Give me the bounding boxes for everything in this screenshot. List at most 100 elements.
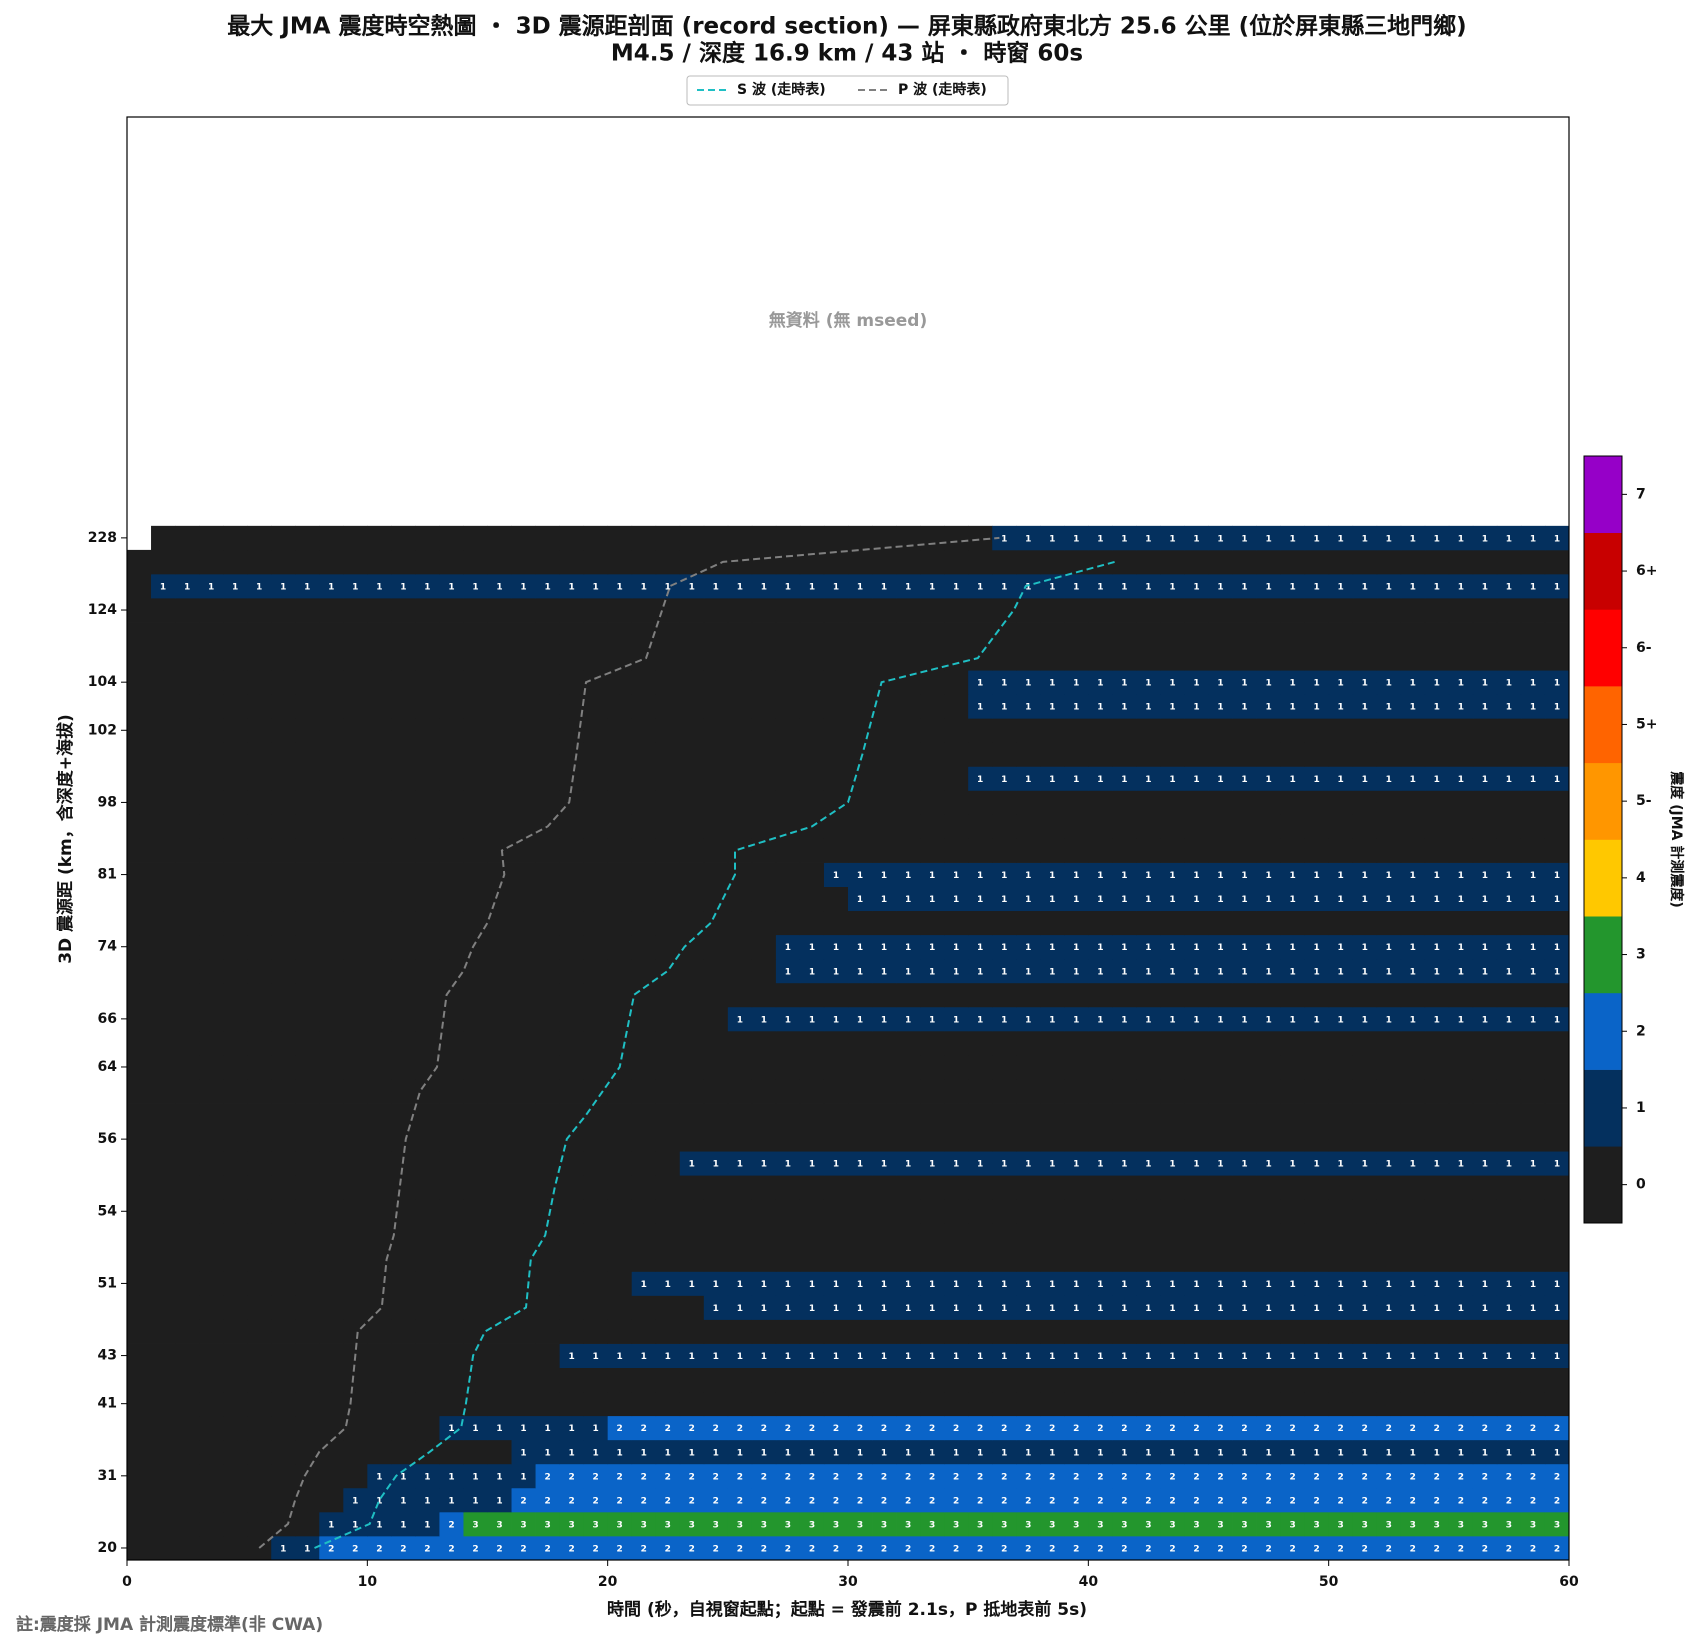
heatmap-cell	[271, 1343, 296, 1368]
heatmap-cell	[367, 1006, 392, 1032]
heatmap-cell	[319, 934, 344, 960]
cell-label: 1	[1121, 1352, 1127, 1362]
cell-label: 1	[1217, 895, 1223, 905]
cell-label: 1	[1386, 943, 1392, 953]
heatmap-cell	[1496, 790, 1522, 815]
footnote: 註:震度採 JMA 計測震度標準(非 CWA)	[16, 1614, 323, 1635]
heatmap-cell	[199, 766, 224, 791]
heatmap-cell	[968, 1030, 993, 1056]
heatmap-cell	[1472, 1295, 1498, 1320]
heatmap-cell	[944, 1006, 969, 1032]
heatmap-cell	[775, 1415, 801, 1441]
heatmap-cell	[1040, 1175, 1065, 1200]
cell-label: 1	[1410, 1280, 1416, 1290]
heatmap-cell	[1448, 1439, 1474, 1465]
heatmap-cell	[1256, 1367, 1281, 1393]
cell-label: 1	[1482, 1280, 1488, 1290]
cell-label: 2	[641, 1496, 647, 1506]
heatmap-cell	[944, 982, 969, 1008]
heatmap-cell	[944, 1175, 969, 1200]
heatmap-cell	[1088, 766, 1113, 791]
cell-label: 1	[1049, 1304, 1055, 1314]
heatmap-cell	[896, 1247, 921, 1272]
heatmap-cell	[1088, 1415, 1113, 1441]
heatmap-cell	[199, 982, 224, 1008]
heatmap-cell	[223, 1151, 248, 1176]
heatmap-cell	[1160, 1343, 1185, 1368]
heatmap-cell	[703, 598, 729, 623]
heatmap-cell	[727, 622, 753, 647]
heatmap-cell	[655, 958, 681, 984]
heatmap-cell	[343, 1319, 368, 1344]
heatmap-cell	[1352, 1487, 1378, 1513]
cell-label: 2	[1169, 1424, 1175, 1434]
heatmap-cell	[1256, 1415, 1281, 1441]
heatmap-cell	[271, 1415, 296, 1441]
cell-label: 3	[1506, 1520, 1512, 1530]
heatmap-cell	[295, 1054, 320, 1080]
cell-label: 1	[376, 1520, 382, 1530]
cell-label: 1	[785, 1448, 791, 1458]
heatmap-cell	[944, 1415, 969, 1441]
heatmap-cell	[1376, 694, 1402, 719]
cell-label: 1	[1338, 943, 1344, 953]
heatmap-cell	[799, 982, 825, 1008]
heatmap-cell	[559, 1343, 585, 1368]
heatmap-cell	[1184, 1054, 1209, 1080]
heatmap-cell	[247, 1319, 272, 1344]
cell-label: 1	[1001, 1160, 1007, 1170]
cell-label: 3	[1338, 1520, 1344, 1530]
cell-label: 2	[544, 1496, 550, 1506]
cell-label: 1	[593, 1424, 599, 1434]
heatmap-cell	[1352, 549, 1378, 575]
heatmap-cell	[920, 1103, 945, 1128]
heatmap-cell	[1472, 694, 1498, 719]
heatmap-cell	[1400, 958, 1426, 984]
heatmap-cell	[896, 766, 921, 791]
y-tick-label: 41	[98, 1396, 117, 1412]
heatmap-cell	[439, 549, 464, 575]
heatmap-cell	[583, 718, 609, 743]
heatmap-cell	[1400, 1319, 1426, 1344]
heatmap-cell	[1328, 766, 1354, 791]
heatmap-cell	[703, 1006, 729, 1032]
heatmap-cell	[127, 1030, 152, 1056]
cell-label: 1	[1554, 1160, 1560, 1170]
heatmap-cell	[1496, 1343, 1522, 1368]
cell-label: 1	[1169, 1015, 1175, 1025]
cell-label: 2	[617, 1544, 623, 1554]
heatmap-cell	[968, 670, 993, 695]
heatmap-cell	[1352, 1343, 1378, 1368]
heatmap-cell	[439, 718, 464, 743]
heatmap-cell	[1280, 718, 1306, 743]
heatmap-cell	[127, 1103, 152, 1128]
heatmap-cell	[1376, 1463, 1402, 1489]
heatmap-cell	[607, 694, 633, 719]
heatmap-cell	[511, 1030, 536, 1056]
heatmap-cell	[391, 1199, 416, 1224]
cell-label: 1	[400, 1520, 406, 1530]
heatmap-cell	[1256, 1343, 1281, 1368]
heatmap-cell	[727, 1319, 753, 1344]
heatmap-cell	[872, 1006, 897, 1032]
cell-label: 1	[1217, 679, 1223, 689]
cell-label: 1	[713, 1304, 719, 1314]
travel-time-line	[314, 560, 1116, 1549]
heatmap-cell	[1232, 982, 1257, 1008]
heatmap-cell	[1304, 1151, 1330, 1176]
heatmap-cell	[1088, 1535, 1113, 1561]
heatmap-cell	[487, 910, 512, 936]
heatmap-cell	[247, 573, 272, 599]
heatmap-cell	[703, 790, 729, 815]
heatmap-cell	[1016, 1319, 1041, 1344]
heatmap-cell	[944, 862, 969, 887]
heatmap-cell	[1424, 1030, 1450, 1056]
cell-label: 2	[1458, 1424, 1464, 1434]
cell-label: 2	[1145, 1424, 1151, 1434]
heatmap-cell	[751, 1367, 777, 1393]
heatmap-cell	[968, 718, 993, 743]
heatmap-cell	[487, 1391, 512, 1417]
heatmap-cell	[559, 573, 585, 599]
heatmap-cell	[1160, 1463, 1185, 1489]
heatmap-cell	[679, 646, 705, 671]
